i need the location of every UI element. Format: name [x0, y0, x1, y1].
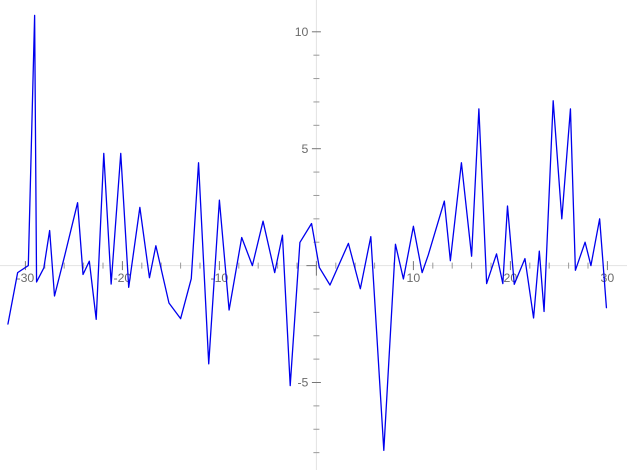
svg-text:-30: -30 [17, 271, 35, 285]
svg-text:10: 10 [407, 271, 421, 285]
svg-text:-5: -5 [297, 376, 308, 390]
svg-text:10: 10 [295, 25, 309, 39]
svg-text:5: 5 [302, 142, 309, 156]
svg-text:30: 30 [601, 271, 615, 285]
